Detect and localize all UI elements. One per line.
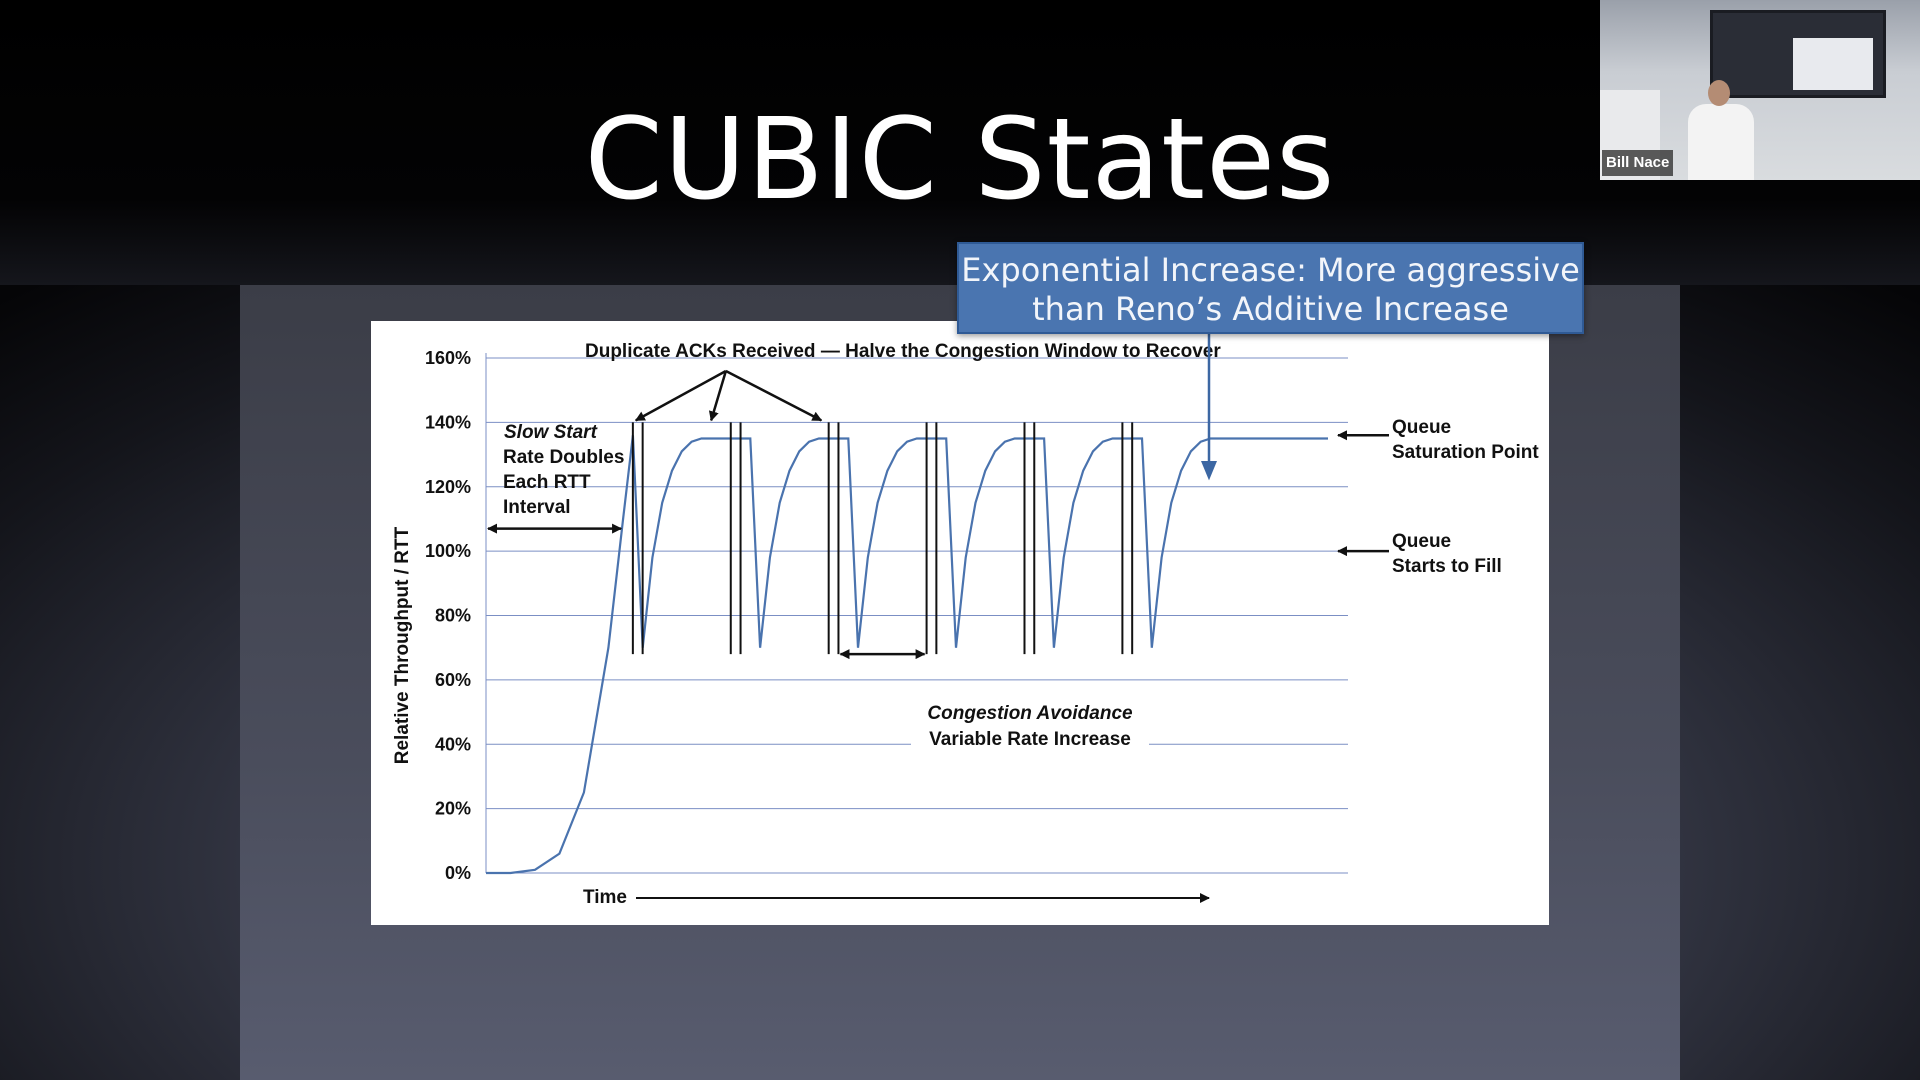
congestion-avoidance-line-2: Variable Rate Increase (929, 729, 1131, 750)
ca-label-bg (911, 699, 1149, 751)
projection-screen (1710, 10, 1886, 98)
slow-start-line-4: Interval (503, 497, 571, 518)
callout-pointer-head (1201, 461, 1217, 481)
y-axis-label: Relative Throughput / RTT (392, 526, 413, 764)
x-axis-label: Time (583, 887, 627, 908)
y-tick-label: 40% (435, 734, 471, 754)
speaker-name-label: Bill Nace (1602, 150, 1674, 176)
queue-saturation-line-1: Queue (1392, 417, 1451, 438)
slow-start-title: Slow Start (504, 422, 598, 443)
queue-saturation-line-2: Saturation Point (1392, 442, 1539, 463)
chart-svg: 0% 20% 40% 60% 80% 100% 120% 140% 160% Relative T… (392, 291, 1539, 908)
dup-ack-arrow-2 (708, 370, 728, 422)
slow-start-line-3: Each RTT (503, 472, 591, 493)
dup-ack-arrow-3 (725, 369, 823, 422)
video-tile: Bill Nace (1600, 0, 1920, 180)
speaker-head (1708, 80, 1730, 106)
slow-start-line-2: Rate Doubles (503, 447, 624, 468)
speaker-body (1688, 104, 1754, 180)
slide-title: CUBIC States (584, 95, 1336, 225)
throughput-curve (486, 435, 1328, 875)
queue-fill-line-2: Starts to Fill (1392, 556, 1502, 577)
y-tick-label: 80% (435, 606, 471, 626)
y-tick-label: 20% (435, 799, 471, 819)
y-tick-label: 0% (445, 863, 471, 883)
exponential-increase-callout: Exponential Increase: More aggressive th… (957, 242, 1584, 334)
y-tick-label: 140% (425, 412, 471, 432)
y-tick-label: 60% (435, 670, 471, 690)
y-tick-label: 120% (425, 477, 471, 497)
callout-line-1: Exponential Increase: More aggressive (961, 251, 1580, 289)
congestion-avoidance-title: Congestion Avoidance (927, 703, 1133, 724)
y-tick-label: 100% (425, 541, 471, 561)
duplicate-acks-label: Duplicate ACKs Received — Halve the Cong… (585, 341, 1221, 362)
y-tick-label: 160% (425, 348, 471, 368)
dup-ack-arrow-1 (634, 369, 727, 422)
callout-line-2: than Reno’s Additive Increase (1032, 290, 1509, 328)
cubic-chart: 0% 20% 40% 60% 80% 100% 120% 140% 160% Relative T… (371, 291, 1549, 925)
queue-fill-line-1: Queue (1392, 531, 1451, 552)
